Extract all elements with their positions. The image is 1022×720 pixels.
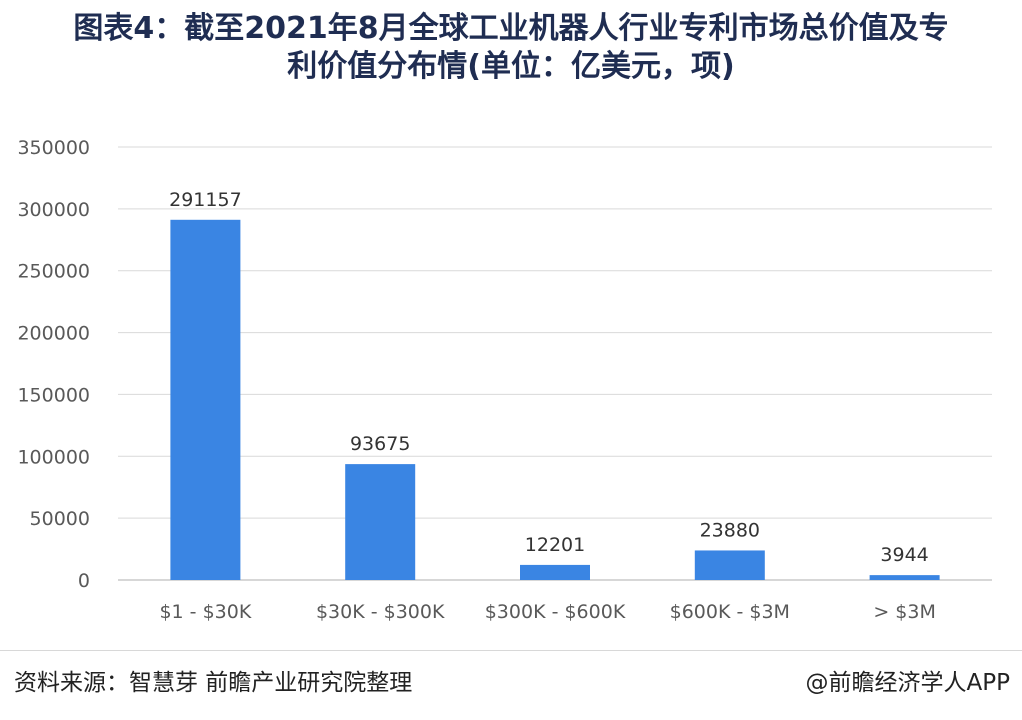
chart-title-line-1: 图表4：截至2021年8月全球工业机器人行业专利市场总价值及专 (73, 11, 949, 46)
brand-credit: @前瞻经济学人APP (805, 670, 1010, 696)
data-label: 12201 (525, 534, 585, 556)
data-label: 93675 (350, 433, 410, 455)
y-tick-label: 200000 (17, 323, 90, 345)
data-label: 291157 (169, 189, 242, 211)
bar (869, 575, 940, 580)
y-tick-label: 300000 (17, 199, 90, 221)
bar (345, 464, 416, 580)
y-tick-label: 150000 (17, 384, 90, 406)
chart-title-line-2: 利价值分布情(单位：亿美元，项) (287, 49, 735, 84)
x-tick-label: > $3M (873, 601, 936, 623)
data-label: 3944 (880, 544, 928, 566)
y-tick-label: 350000 (17, 137, 90, 159)
x-tick-label: $300K - $600K (485, 601, 626, 623)
bar (170, 219, 241, 581)
chart-title: 图表4：截至2021年8月全球工业机器人行业专利市场总价值及专 利价值分布情(单… (0, 10, 1022, 86)
bar (694, 550, 765, 580)
footer-divider (0, 650, 1022, 651)
x-tick-label: $600K - $3M (670, 601, 790, 623)
x-tick-label: $30K - $300K (316, 601, 445, 623)
y-tick-label: 0 (78, 570, 90, 592)
source-note: 资料来源：智慧芽 前瞻产业研究院整理 (14, 670, 413, 696)
y-tick-label: 250000 (17, 261, 90, 283)
bar (520, 564, 590, 580)
y-tick-label: 50000 (30, 508, 90, 530)
y-tick-label: 100000 (17, 446, 90, 468)
data-label: 23880 (700, 519, 760, 541)
x-tick-label: $1 - $30K (159, 601, 251, 623)
